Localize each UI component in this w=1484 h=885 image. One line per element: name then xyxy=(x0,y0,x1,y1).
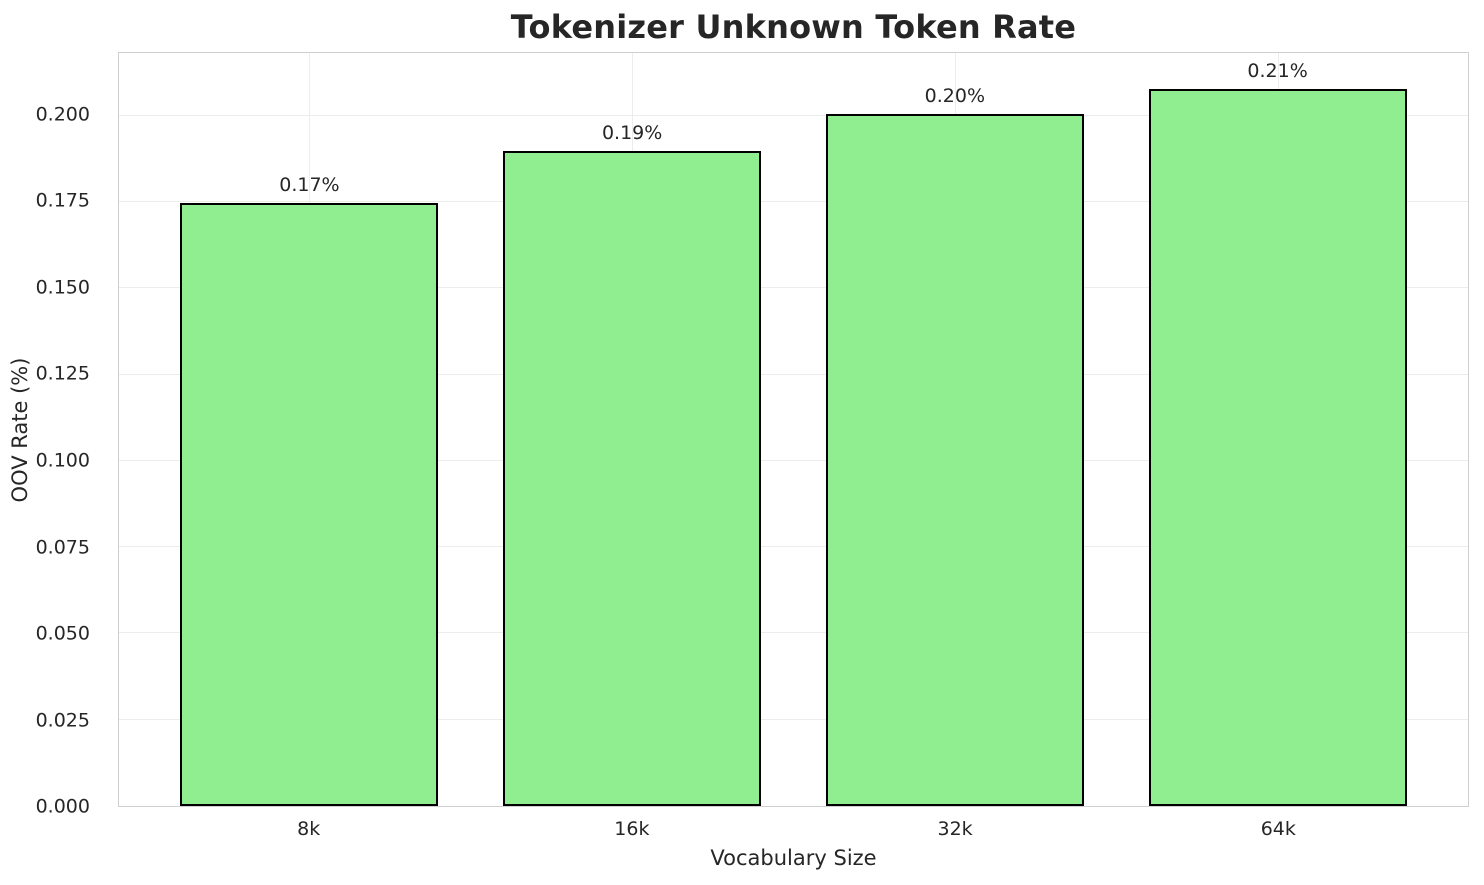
plot-area: 0.17% 0.19% 0.20% 0.21% xyxy=(118,52,1469,807)
x-tick-label: 32k xyxy=(937,818,973,840)
horizontal-gridline xyxy=(119,373,1468,375)
bar-64k xyxy=(1148,88,1407,806)
x-tick-label: 16k xyxy=(614,818,650,840)
bar-value-label: 0.20% xyxy=(924,84,986,107)
bar-value-label: 0.21% xyxy=(1247,59,1308,82)
y-tick-label: 0.125 xyxy=(35,362,90,385)
horizontal-gridline xyxy=(119,632,1468,634)
x-axis-label: Vocabulary Size xyxy=(710,846,877,870)
horizontal-gridline xyxy=(119,114,1468,116)
y-tick-label: 0.150 xyxy=(35,276,90,299)
chart-title: Tokenizer Unknown Token Rate xyxy=(510,8,1077,46)
y-tick-label: 0.075 xyxy=(35,536,90,558)
y-axis-tick-labels: 0.000 0.025 0.050 0.075 0.100 0.125 0.150 0.175… xyxy=(0,52,104,816)
horizontal-gridline xyxy=(119,459,1468,461)
y-tick-label: 0.025 xyxy=(35,709,90,731)
y-tick-label: 0.000 xyxy=(35,795,90,818)
bar-value-label: 0.17% xyxy=(279,174,340,197)
bar-32k xyxy=(825,113,1084,806)
x-axis-tick-labels: 8k 16k 32k 64k xyxy=(118,808,1469,842)
y-tick-label: 0.200 xyxy=(35,103,90,126)
y-tick-label: 0.100 xyxy=(35,449,90,472)
x-tick-label: 8k xyxy=(297,818,321,840)
y-tick-label: 0.175 xyxy=(35,189,90,212)
x-tick-label: 64k xyxy=(1260,818,1296,840)
bar-8k xyxy=(180,203,439,806)
bar-value-label: 0.19% xyxy=(601,121,663,144)
horizontal-gridline xyxy=(119,201,1468,203)
y-tick-label: 0.050 xyxy=(35,622,90,645)
bar-16k xyxy=(503,150,762,806)
horizontal-gridline xyxy=(119,718,1468,720)
horizontal-gridline xyxy=(119,287,1468,289)
horizontal-gridline xyxy=(119,546,1468,548)
